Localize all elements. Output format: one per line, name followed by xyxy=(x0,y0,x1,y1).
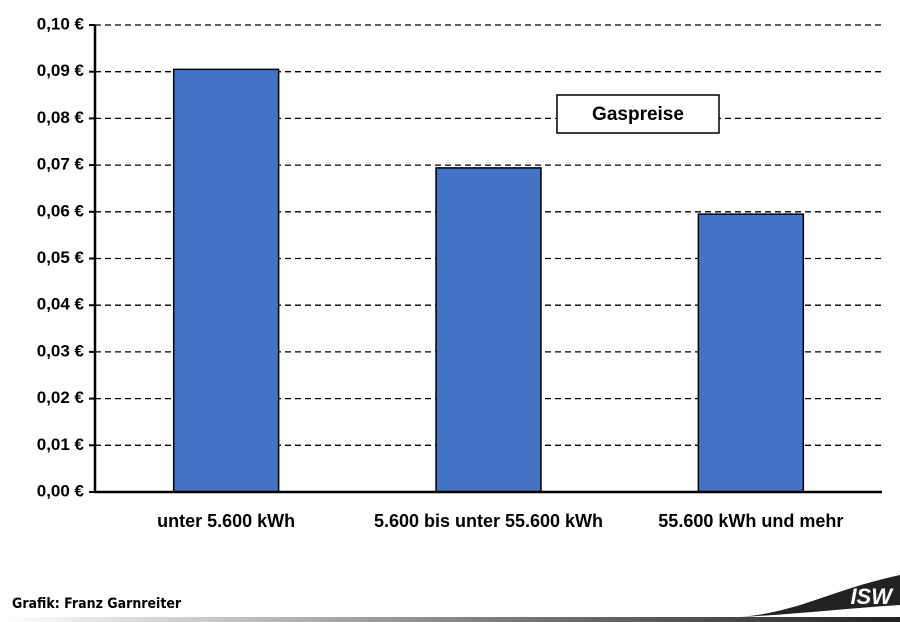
y-tick-label: 0,01 € xyxy=(37,435,85,454)
logo-swoosh xyxy=(740,575,900,617)
x-tick-label: 55.600 kWh und mehr xyxy=(658,511,844,531)
y-tick-label: 0,05 € xyxy=(37,248,85,267)
bar xyxy=(697,213,805,493)
footer-rule xyxy=(0,617,900,622)
y-tick-label: 0,03 € xyxy=(37,341,85,360)
y-tick-label: 0,04 € xyxy=(37,295,85,314)
y-tick-label: 0,06 € xyxy=(37,201,85,220)
y-tick-label: 0,10 € xyxy=(37,14,85,33)
y-tick-label: 0,09 € xyxy=(37,61,85,80)
bar xyxy=(435,167,542,493)
chart-title: Gaspreise xyxy=(592,104,684,125)
bar xyxy=(172,68,280,493)
y-tick-label: 0,07 € xyxy=(37,155,85,174)
footer-credit: Grafik: Franz Garnreiter xyxy=(12,596,182,612)
x-tick-label: unter 5.600 kWh xyxy=(157,511,296,531)
y-tick-label: 0,08 € xyxy=(37,108,85,127)
title-box xyxy=(556,94,720,134)
y-tick-label: 0,00 € xyxy=(37,481,85,500)
footer-logo: ISW xyxy=(850,584,894,609)
x-tick-label: 5.600 bis unter 55.600 kWh xyxy=(373,511,604,531)
y-tick-label: 0,02 € xyxy=(37,388,85,407)
